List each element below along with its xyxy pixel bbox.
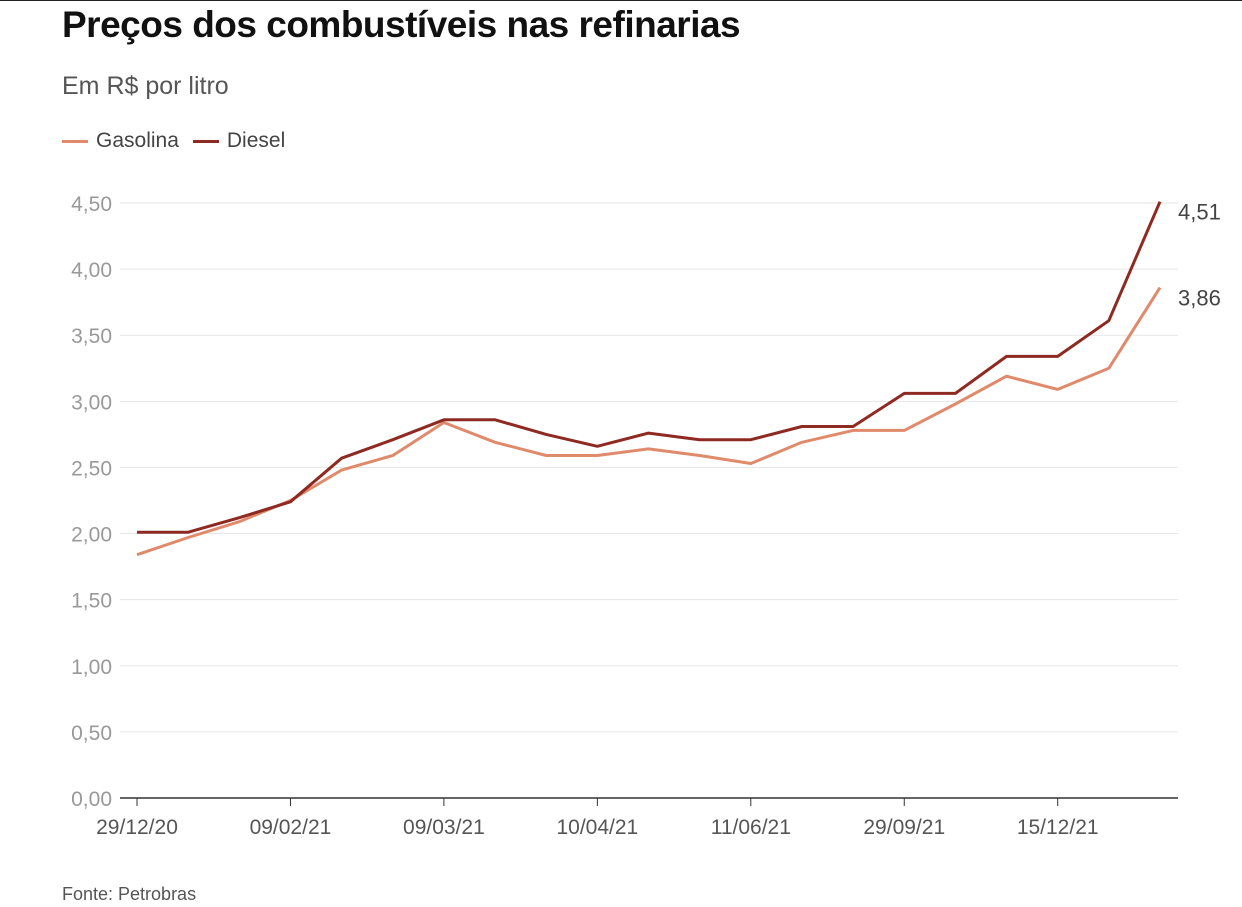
legend-item-gasolina: Gasolina <box>62 129 179 153</box>
legend-swatch-gasolina <box>62 139 88 143</box>
y-tick-label: 0,00 <box>71 788 112 811</box>
y-tick-label: 4,50 <box>71 193 112 216</box>
legend: Gasolina Diesel <box>62 129 299 153</box>
x-tick-label: 15/12/21 <box>1017 816 1099 839</box>
y-tick-label: 2,50 <box>71 457 112 480</box>
legend-label-diesel: Diesel <box>226 129 286 152</box>
x-tick-label: 09/02/21 <box>250 816 332 839</box>
legend-item-diesel: Diesel <box>192 129 286 153</box>
chart-title: Preços dos combustíveis nas refinarias <box>62 4 741 45</box>
x-tick-label: 29/09/21 <box>863 816 945 839</box>
series-line-diesel <box>137 201 1162 534</box>
y-tick-label: 1,50 <box>71 590 112 613</box>
source-note: Fonte: Petrobras <box>62 884 197 904</box>
top-border <box>0 0 1242 1</box>
x-tick-label: 09/03/21 <box>403 816 485 839</box>
end-label-gasolina: 3,86 <box>1178 286 1221 311</box>
series-line-gasolina <box>136 286 1162 557</box>
y-tick-label: 3,00 <box>71 391 112 414</box>
chart-subtitle: Em R$ por litro <box>62 72 229 100</box>
legend-label-gasolina: Gasolina <box>96 129 179 152</box>
y-tick-label: 3,50 <box>71 325 112 348</box>
y-tick-label: 0,50 <box>71 722 112 745</box>
x-tick-label: 29/12/20 <box>96 816 178 839</box>
legend-swatch-diesel <box>192 139 219 143</box>
y-tick-label: 2,00 <box>71 524 112 547</box>
y-tick-label: 4,00 <box>71 259 112 282</box>
x-tick-label: 11/06/21 <box>711 816 791 839</box>
end-label-diesel: 4,51 <box>1178 200 1221 225</box>
x-tick-label: 10/04/21 <box>556 816 638 839</box>
y-tick-label: 1,00 <box>71 656 112 679</box>
